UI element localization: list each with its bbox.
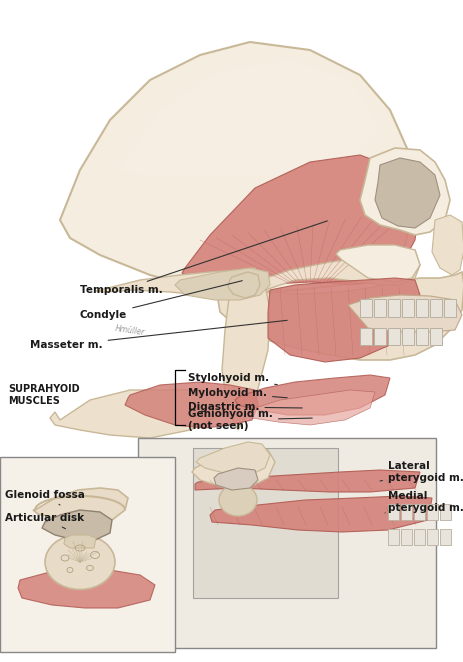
Polygon shape (181, 155, 419, 287)
Polygon shape (120, 60, 379, 175)
Polygon shape (192, 448, 275, 488)
Polygon shape (250, 390, 374, 425)
Bar (429, 299, 441, 317)
Text: Temporalis m.: Temporalis m. (80, 221, 327, 295)
Polygon shape (175, 268, 269, 300)
Polygon shape (60, 42, 414, 292)
Polygon shape (125, 382, 257, 428)
Polygon shape (234, 375, 389, 415)
Text: Geniohyoid m.
(not seen): Geniohyoid m. (not seen) (188, 409, 312, 431)
Bar (413, 504, 424, 520)
Polygon shape (195, 442, 269, 475)
Polygon shape (50, 390, 225, 438)
FancyBboxPatch shape (138, 438, 435, 648)
Polygon shape (20, 548, 160, 645)
Bar (426, 529, 437, 545)
Bar (359, 328, 371, 345)
Bar (387, 299, 399, 317)
Polygon shape (64, 535, 96, 548)
Text: Masseter m.: Masseter m. (30, 320, 287, 350)
Bar (387, 504, 398, 520)
Bar (400, 529, 411, 545)
Bar (401, 328, 413, 345)
Ellipse shape (219, 484, 257, 516)
Text: Mylohyoid m.: Mylohyoid m. (188, 388, 287, 398)
Polygon shape (213, 468, 257, 490)
Polygon shape (33, 488, 128, 525)
Text: Condyle: Condyle (80, 281, 242, 320)
Polygon shape (194, 470, 419, 492)
Bar (413, 529, 424, 545)
Text: Lateral
pterygoid m.: Lateral pterygoid m. (379, 461, 463, 483)
Bar (373, 299, 385, 317)
FancyBboxPatch shape (193, 448, 337, 598)
Text: SUPRAHYOID
MUSCLES: SUPRAHYOID MUSCLES (8, 384, 80, 406)
Bar (387, 328, 399, 345)
Polygon shape (374, 158, 439, 228)
Text: Hmüller: Hmüller (114, 324, 145, 337)
Bar (443, 299, 455, 317)
Polygon shape (359, 148, 449, 235)
Bar (426, 504, 437, 520)
Polygon shape (210, 496, 431, 532)
Bar (415, 328, 427, 345)
Polygon shape (42, 510, 112, 540)
Text: Glenoid fossa: Glenoid fossa (5, 490, 85, 505)
Polygon shape (255, 250, 419, 290)
Polygon shape (95, 268, 257, 295)
FancyBboxPatch shape (0, 457, 175, 652)
Bar (415, 299, 427, 317)
Polygon shape (431, 215, 463, 275)
Text: Stylohyoid m.: Stylohyoid m. (188, 373, 277, 385)
Text: Articular disk: Articular disk (5, 513, 84, 529)
Bar (387, 529, 398, 545)
Text: Medial
pterygoid m.: Medial pterygoid m. (384, 491, 463, 513)
Polygon shape (347, 295, 461, 332)
Polygon shape (221, 282, 269, 430)
Polygon shape (335, 245, 419, 282)
Text: Digastric m.: Digastric m. (188, 402, 301, 412)
Polygon shape (218, 272, 463, 360)
Bar (439, 504, 450, 520)
Bar (400, 504, 411, 520)
Polygon shape (268, 278, 419, 362)
Ellipse shape (45, 534, 115, 589)
Bar (429, 328, 441, 345)
Bar (401, 299, 413, 317)
Bar (439, 529, 450, 545)
Polygon shape (18, 568, 155, 608)
Bar (359, 299, 371, 317)
Polygon shape (227, 272, 259, 298)
Bar (373, 328, 385, 345)
